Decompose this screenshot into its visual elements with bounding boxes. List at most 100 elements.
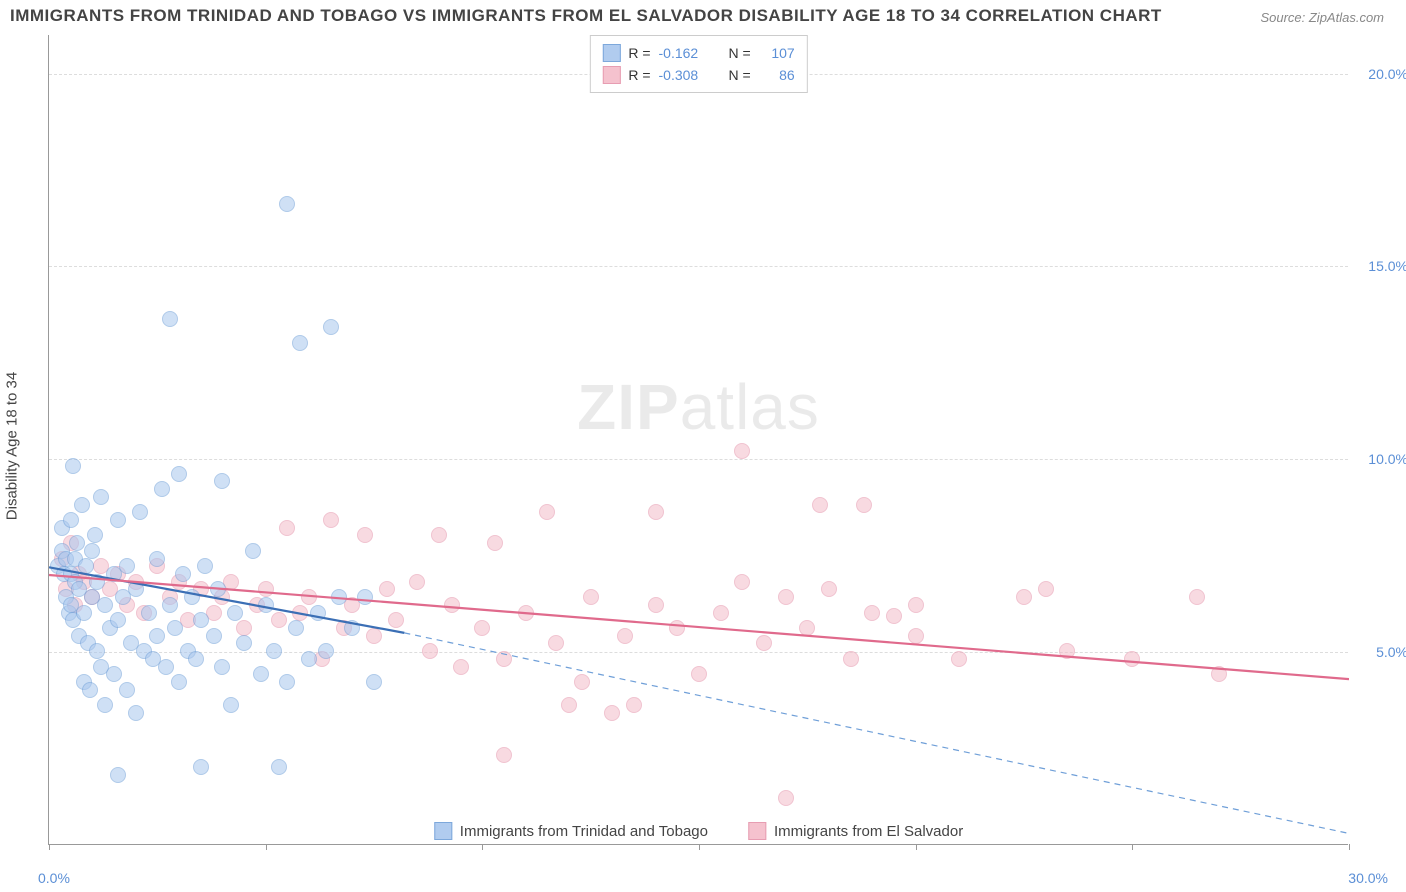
data-point-trinidad — [84, 543, 100, 559]
data-point-elsalvador — [258, 581, 274, 597]
data-point-trinidad — [89, 574, 105, 590]
data-point-trinidad — [97, 597, 113, 613]
legend-item-trinidad: Immigrants from Trinidad and Tobago — [434, 822, 708, 840]
data-point-elsalvador — [1059, 643, 1075, 659]
data-point-elsalvador — [1038, 581, 1054, 597]
data-point-elsalvador — [388, 612, 404, 628]
r-value-trinidad: -0.162 — [659, 42, 715, 64]
data-point-elsalvador — [474, 620, 490, 636]
data-point-elsalvador — [604, 705, 620, 721]
regression-lines — [49, 35, 1349, 845]
data-point-trinidad — [149, 628, 165, 644]
data-point-trinidad — [227, 605, 243, 621]
data-point-trinidad — [197, 558, 213, 574]
chart-title: IMMIGRANTS FROM TRINIDAD AND TOBAGO VS I… — [10, 6, 1162, 26]
data-point-trinidad — [188, 651, 204, 667]
plot-area: ZIPatlas R = -0.162 N = 107 R = -0.308 N… — [48, 35, 1348, 845]
data-point-elsalvador — [626, 697, 642, 713]
r-label: R = — [628, 42, 650, 64]
grid-line — [49, 266, 1348, 267]
data-point-elsalvador — [691, 666, 707, 682]
data-point-trinidad — [78, 558, 94, 574]
data-point-elsalvador — [366, 628, 382, 644]
data-point-elsalvador — [812, 497, 828, 513]
r-value-elsalvador: -0.308 — [659, 64, 715, 86]
x-tick — [49, 844, 50, 850]
swatch-elsalvador — [748, 822, 766, 840]
data-point-trinidad — [366, 674, 382, 690]
data-point-elsalvador — [734, 574, 750, 590]
x-tick — [482, 844, 483, 850]
data-point-trinidad — [323, 319, 339, 335]
data-point-trinidad — [175, 566, 191, 582]
data-point-trinidad — [65, 458, 81, 474]
data-point-elsalvador — [271, 612, 287, 628]
data-point-elsalvador — [422, 643, 438, 659]
swatch-trinidad — [434, 822, 452, 840]
data-point-elsalvador — [236, 620, 252, 636]
data-point-trinidad — [69, 535, 85, 551]
data-point-elsalvador — [778, 790, 794, 806]
data-point-trinidad — [253, 666, 269, 682]
source-label: Source: ZipAtlas.com — [1260, 10, 1384, 25]
data-point-elsalvador — [496, 747, 512, 763]
data-point-trinidad — [344, 620, 360, 636]
origin-label: 0.0% — [38, 870, 70, 886]
legend-row-trinidad: R = -0.162 N = 107 — [602, 42, 794, 64]
data-point-trinidad — [149, 551, 165, 567]
data-point-elsalvador — [409, 574, 425, 590]
data-point-trinidad — [171, 674, 187, 690]
y-tick-label: 15.0% — [1368, 258, 1406, 274]
data-point-trinidad — [318, 643, 334, 659]
watermark: ZIPatlas — [577, 370, 820, 444]
data-point-elsalvador — [279, 520, 295, 536]
data-point-trinidad — [331, 589, 347, 605]
data-point-elsalvador — [496, 651, 512, 667]
data-point-elsalvador — [301, 589, 317, 605]
data-point-trinidad — [158, 659, 174, 675]
x-max-label: 30.0% — [1348, 870, 1388, 886]
x-tick — [699, 844, 700, 850]
data-point-trinidad — [279, 196, 295, 212]
legend-correlation: R = -0.162 N = 107 R = -0.308 N = 86 — [589, 35, 807, 93]
x-tick — [266, 844, 267, 850]
r-label: R = — [628, 64, 650, 86]
grid-line — [49, 652, 1348, 653]
data-point-trinidad — [214, 659, 230, 675]
data-point-trinidad — [184, 589, 200, 605]
data-point-trinidad — [357, 589, 373, 605]
data-point-elsalvador — [756, 635, 772, 651]
data-point-elsalvador — [908, 628, 924, 644]
series-label-trinidad: Immigrants from Trinidad and Tobago — [460, 823, 708, 840]
data-point-trinidad — [82, 682, 98, 698]
data-point-elsalvador — [323, 512, 339, 528]
data-point-trinidad — [301, 651, 317, 667]
y-axis-title: Disability Age 18 to 34 — [4, 372, 21, 520]
swatch-elsalvador — [602, 66, 620, 84]
data-point-elsalvador — [357, 527, 373, 543]
data-point-elsalvador — [1189, 589, 1205, 605]
data-point-elsalvador — [1016, 589, 1032, 605]
data-point-trinidad — [171, 466, 187, 482]
chart-container: IMMIGRANTS FROM TRINIDAD AND TOBAGO VS I… — [0, 0, 1406, 892]
data-point-elsalvador — [886, 608, 902, 624]
data-point-trinidad — [132, 504, 148, 520]
data-point-elsalvador — [843, 651, 859, 667]
data-point-trinidad — [76, 605, 92, 621]
grid-line — [49, 459, 1348, 460]
data-point-trinidad — [128, 581, 144, 597]
y-tick-label: 10.0% — [1368, 451, 1406, 467]
data-point-elsalvador — [669, 620, 685, 636]
n-value-trinidad: 107 — [759, 42, 795, 64]
data-point-elsalvador — [864, 605, 880, 621]
y-tick-label: 5.0% — [1376, 644, 1406, 660]
data-point-elsalvador — [1124, 651, 1140, 667]
data-point-trinidad — [310, 605, 326, 621]
data-point-trinidad — [63, 512, 79, 528]
data-point-trinidad — [292, 335, 308, 351]
legend-item-elsalvador: Immigrants from El Salvador — [748, 822, 963, 840]
data-point-elsalvador — [574, 674, 590, 690]
data-point-elsalvador — [1211, 666, 1227, 682]
series-label-elsalvador: Immigrants from El Salvador — [774, 823, 963, 840]
data-point-trinidad — [236, 635, 252, 651]
